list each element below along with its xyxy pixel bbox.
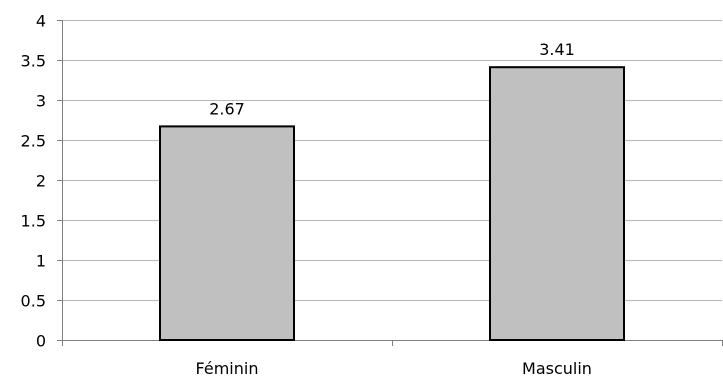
- x-category-label: Masculin: [522, 359, 592, 378]
- data-label: 2.67: [209, 99, 245, 118]
- y-tick-label: 2: [36, 172, 46, 191]
- bars: [159, 66, 625, 342]
- bar-masculin: [489, 66, 625, 341]
- y-tick-label: 0: [36, 332, 46, 351]
- y-tick-label: 3: [36, 92, 46, 111]
- labels: 0 0.5 1 1.5 2 2.5 3 3.5 4 2.67 Féminin 3.41 Masculin: [21, 12, 592, 379]
- y-tick-label: 3.5: [21, 52, 46, 71]
- data-label: 3.41: [539, 40, 575, 59]
- bar-féminin: [159, 125, 295, 342]
- y-tick-label: 0.5: [21, 292, 46, 311]
- y-tick-label: 1: [36, 252, 46, 271]
- y-tick-label: 1.5: [21, 212, 46, 231]
- y-tick-label: 2.5: [21, 132, 46, 151]
- y-tick-label: 4: [36, 12, 46, 31]
- x-category-label: Féminin: [196, 359, 259, 378]
